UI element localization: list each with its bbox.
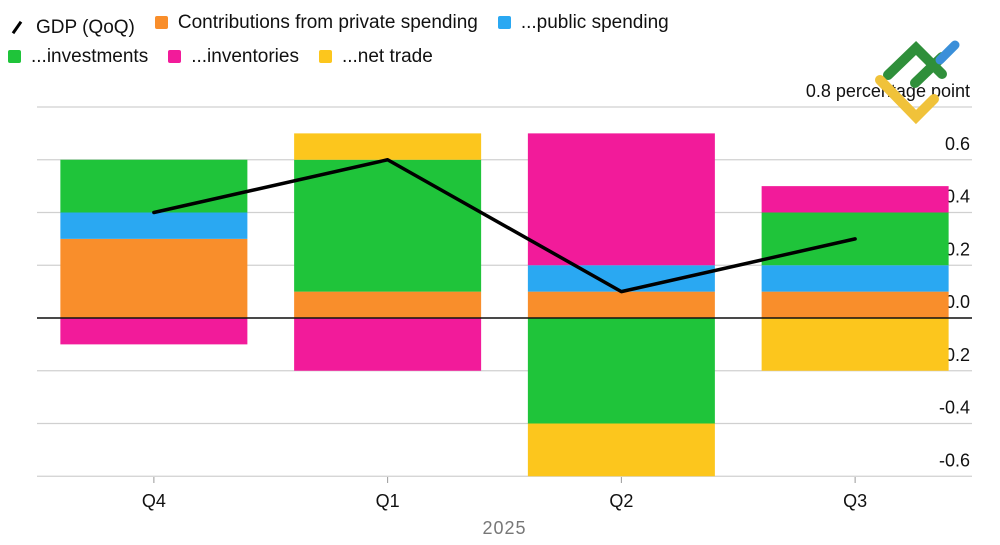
bar-Q2-series-0: [527, 291, 715, 318]
bar-Q2-series-2: [527, 318, 715, 424]
legend: GDP (QoQ) Contributions from private spen…: [8, 8, 828, 72]
bar-Q3-series-4: [761, 318, 949, 371]
bar-Q4-series-2: [60, 159, 248, 213]
y-tick-label: 0.4: [945, 187, 970, 207]
legend-item-investments: ...investments: [8, 42, 148, 71]
bar-Q2-series-3: [527, 133, 715, 266]
x-tick-label: Q4: [142, 491, 166, 511]
swatch: [497, 16, 511, 29]
bar-Q4-series-0: [60, 238, 248, 318]
swatch: [318, 50, 332, 63]
legend-label: ...public spending: [520, 12, 669, 33]
y-tick-label: -0.4: [939, 398, 970, 418]
y-tick-label: 0.2: [945, 239, 970, 259]
bar-Q2-series-4: [527, 423, 715, 477]
bar-Q4-series-3: [60, 318, 248, 345]
bar-Q1-series-4: [294, 133, 482, 160]
legend-item-private: Contributions from private spending: [154, 8, 478, 37]
legend-label: ...net trade: [341, 46, 433, 67]
bar-Q4-series-1: [60, 212, 248, 239]
legend-label: GDP (QoQ): [36, 17, 135, 38]
x-axis-label: 2025: [482, 518, 526, 538]
x-tick-label: Q2: [609, 491, 633, 511]
watermark-logo: [875, 40, 960, 125]
logo-yellow-chevron: [875, 75, 939, 125]
y-tick-label: 0.6: [945, 134, 970, 154]
logo-blue-bar: [935, 40, 960, 65]
swatch: [154, 16, 168, 29]
bar-Q3-series-3: [761, 186, 949, 213]
swatch: [168, 50, 182, 63]
legend-label: ...investments: [31, 46, 149, 67]
y-tick-label: 0.0: [945, 292, 970, 312]
legend-item-inventories: ...inventories: [168, 42, 299, 71]
bar-Q1-series-0: [294, 291, 482, 318]
legend-item-gdp: GDP (QoQ): [8, 13, 135, 42]
legend-item-public: ...public spending: [497, 8, 669, 37]
bar-Q1-series-2: [294, 159, 482, 292]
x-tick-label: Q3: [843, 491, 867, 511]
bar-Q1-series-3: [294, 318, 482, 371]
legend-label: Contributions from private spending: [177, 12, 478, 33]
legend-item-net-trade: ...net trade: [318, 42, 433, 71]
bar-Q3-series-1: [761, 265, 949, 292]
bar-Q3-series-0: [761, 291, 949, 318]
gdp-line: [152, 158, 857, 294]
swatch: [8, 50, 21, 63]
y-tick-label: -0.6: [939, 450, 970, 470]
x-tick-label: Q1: [376, 491, 400, 511]
legend-label: ...inventories: [191, 46, 299, 67]
